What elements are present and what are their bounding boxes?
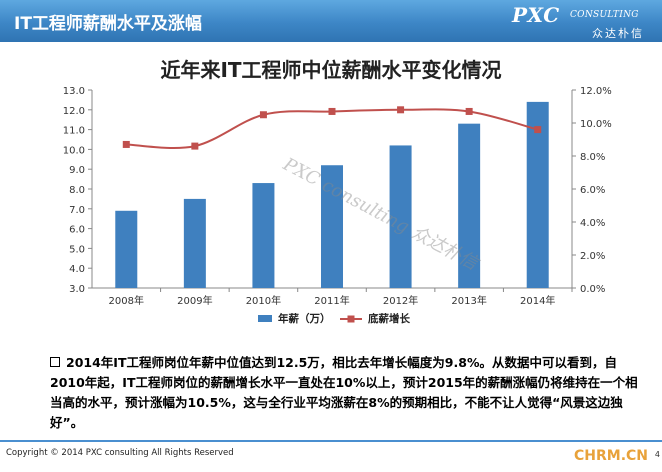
growth-point: [328, 107, 336, 115]
x-axis-tick-label: 2009年: [177, 294, 212, 307]
site-watermark: CHRM.CN: [573, 448, 648, 464]
left-axis-tick-label: 7.0: [69, 205, 85, 216]
growth-point: [259, 111, 267, 119]
right-axis-tick-label: 10.0%: [580, 119, 612, 130]
left-axis-tick-label: 9.0: [69, 165, 85, 176]
page-title: IT工程师薪酬水平及涨幅: [14, 14, 202, 34]
chart-watermark-text: PXC consulting 众达朴信: [279, 153, 484, 275]
salary-chart: 3.0 4.0 5.0 6.0 7.0 8.0 9.0 10.0 11.0 12.0 13.0 0.0…: [63, 86, 612, 325]
logo-chinese-text: 众达朴信: [592, 27, 644, 40]
left-axis-tick-label: 11.0: [63, 126, 85, 137]
chart-title: 近年来IT工程师中位薪酬水平变化情况: [160, 58, 502, 82]
x-axis-tick-label: 2014年: [520, 294, 555, 307]
salary-bar: [183, 198, 206, 288]
company-logo: PXC CONSULTING 众达朴信: [508, 3, 658, 41]
legend-bar-label: 年薪（万）: [278, 312, 331, 325]
x-axis-tick-label: 2012年: [383, 294, 418, 307]
growth-point: [122, 140, 130, 148]
salary-bar: [389, 145, 412, 288]
page-number: 4: [654, 450, 660, 459]
left-axis-tick-label: 4.0: [69, 264, 85, 275]
growth-point: [191, 142, 199, 150]
left-axis-tick-label: 13.0: [63, 86, 85, 97]
salary-bar: [252, 183, 275, 288]
growth-point: [397, 106, 405, 114]
x-axis-tick-label: 2011年: [314, 294, 349, 307]
legend-line-marker: [347, 315, 355, 323]
note-bullet-icon: [50, 357, 60, 367]
note-text: 2014年IT工程师岗位年薪中位值达到12.5万，相比去年增长幅度为9.8%。从…: [50, 355, 638, 430]
x-axis-tick-label: 2013年: [451, 294, 486, 307]
copyright-text: Copyright © 2014 PXC consulting All Righ…: [6, 448, 234, 458]
legend-line-label: 底薪增长: [368, 312, 410, 325]
legend-bar-swatch: [258, 315, 272, 322]
growth-point: [465, 107, 473, 115]
left-axis-tick-label: 8.0: [69, 185, 85, 196]
left-axis-tick-label: 12.0: [63, 106, 85, 117]
right-axis-tick-label: 8.0%: [580, 152, 605, 163]
header-bar: IT工程师薪酬水平及涨幅 PXC CONSULTING 众达朴信: [0, 0, 662, 42]
x-axis-tick-label: 2010年: [246, 294, 281, 307]
left-axis-tick-label: 3.0: [69, 284, 85, 295]
right-axis-tick-label: 0.0%: [580, 284, 605, 295]
right-axis-tick-label: 4.0%: [580, 218, 605, 229]
logo-main-text: PXC: [512, 3, 560, 27]
salary-bar: [526, 101, 549, 288]
logo-sub-text: CONSULTING: [570, 10, 639, 20]
x-axis-tick-label: 2008年: [109, 294, 144, 307]
salary-bar: [458, 123, 481, 288]
growth-point: [534, 126, 542, 134]
left-axis-tick-label: 6.0: [69, 225, 85, 236]
footer-divider: [0, 440, 662, 442]
left-axis-tick-label: 5.0: [69, 244, 85, 255]
salary-bar: [115, 210, 138, 288]
right-axis-tick-label: 12.0%: [580, 86, 612, 97]
right-axis-tick-label: 6.0%: [580, 185, 605, 196]
right-axis-tick-label: 2.0%: [580, 251, 605, 262]
salary-bar: [321, 165, 343, 288]
left-axis-tick-label: 10.0: [63, 145, 85, 156]
